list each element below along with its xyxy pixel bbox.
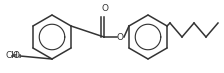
Text: O: O: [12, 51, 19, 61]
Text: CH₃: CH₃: [5, 51, 22, 61]
Text: O: O: [101, 4, 108, 13]
Text: O: O: [116, 32, 123, 41]
